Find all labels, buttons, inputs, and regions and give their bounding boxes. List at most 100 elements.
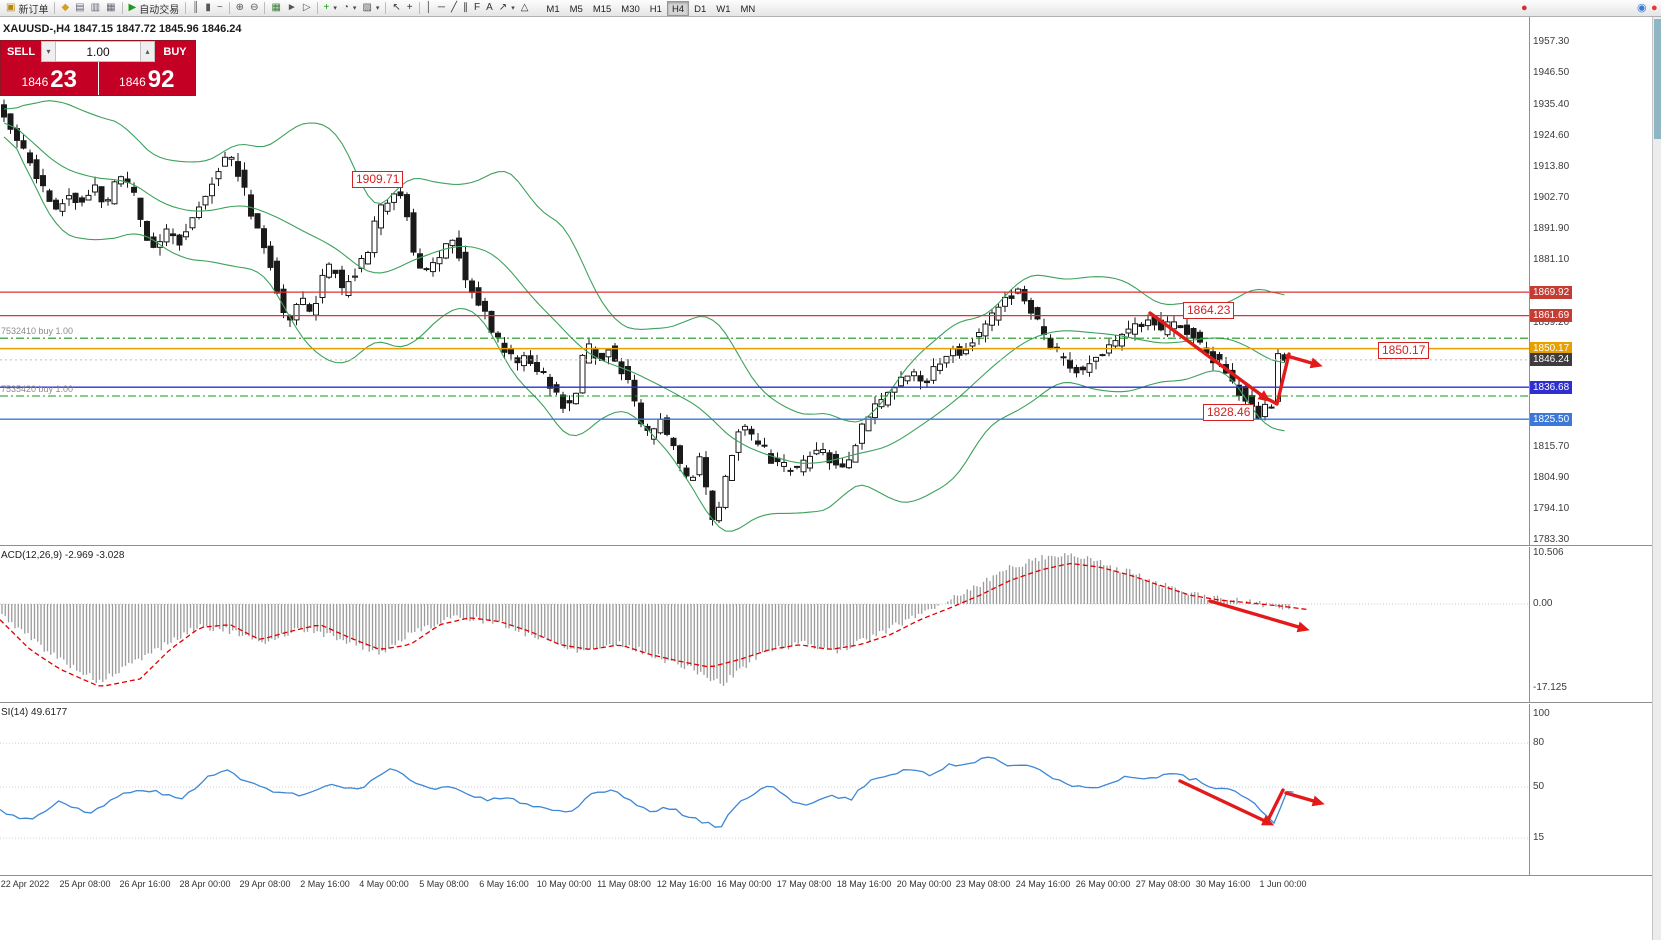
fibonacci-icon: F — [474, 2, 481, 13]
notification-icon[interactable]: ● — [1651, 2, 1658, 14]
time-axis-label: 22 Apr 2022 — [0, 879, 50, 889]
timeframe-mn-button[interactable]: MN — [740, 3, 756, 15]
price-alert-icon[interactable]: ● — [1521, 2, 1528, 14]
toolbar: ▣ 新订单 ◆ ▤ ▥ ▦ ▶ 自动交易 ║ ▮ ~ ⊕ ⊖ ▦ ► ▷ + ▾ ◔ ▾ ▨ ▾ ↖ + │ ─ ╱ ∥ F A ↗ ▾ △ M… — [0, 0, 1661, 17]
price-label-annotation[interactable]: 1850.17 — [1378, 342, 1430, 359]
tile-windows-button[interactable]: ▦ — [268, 1, 283, 16]
crosshair-icon: + — [406, 2, 413, 13]
candlestick-chart-canvas[interactable] — [0, 17, 1529, 546]
price-axis-label: 1794.10 — [1533, 503, 1570, 514]
templates-icon: ▨ — [362, 2, 372, 13]
timeframe-d1-button[interactable]: D1 — [694, 3, 707, 15]
market-watch-icon: ▤ — [75, 2, 85, 13]
timeframe-m1-button[interactable]: M1 — [546, 3, 560, 15]
time-axis-label: 12 May 16:00 — [656, 879, 712, 889]
zoom-out-icon: ⊖ — [250, 2, 259, 13]
auto-trading-button[interactable]: ▶ 自动交易 — [126, 1, 183, 16]
bar-chart-button[interactable]: ║ — [189, 1, 202, 16]
equidistant-channel-icon: ∥ — [463, 2, 469, 13]
zoom-out-button[interactable]: ⊖ — [247, 1, 261, 16]
price-axis-label: 1783.30 — [1533, 534, 1570, 545]
timeframe-w1-button[interactable]: W1 — [716, 3, 731, 15]
volume-input[interactable]: 1.00 — [56, 41, 140, 62]
toolbar-separator — [54, 2, 56, 14]
macd-axis-label: 0.00 — [1533, 598, 1553, 609]
trendline-button[interactable]: ╱ — [448, 1, 460, 16]
metaeditor-button[interactable]: ◆ — [58, 1, 72, 16]
toolbar-button-groups: ▣ 新订单 ◆ ▤ ▥ ▦ ▶ 自动交易 ║ ▮ ~ ⊕ ⊖ ▦ ► ▷ + ▾ ◔ ▾ ▨ ▾ ↖ + │ ─ ╱ ∥ F A ↗ ▾ △ — [3, 1, 531, 16]
price-axis-flag: 1836.68 — [1530, 381, 1573, 394]
horizontal-line-button[interactable]: ─ — [435, 1, 448, 16]
ask-price[interactable]: 1846 92 — [99, 62, 196, 95]
horizontal-line-icon: ─ — [437, 2, 445, 13]
community-icon[interactable]: ◉ — [1637, 2, 1647, 14]
ask-price-main: 1846 — [119, 74, 146, 89]
timeframe-m15-button[interactable]: M15 — [592, 3, 612, 15]
cursor-button[interactable]: ↖ — [389, 1, 403, 16]
rsi-indicator-panel[interactable]: SI(14) 49.6177 100 80 50 15 — [0, 704, 1652, 876]
ask-price-fraction: 92 — [147, 66, 175, 93]
text-label-button[interactable]: A — [483, 1, 496, 16]
timeframe-h1-button[interactable]: H1 — [649, 3, 662, 15]
zoom-in-icon: ⊕ — [235, 2, 245, 13]
volume-decrease-button[interactable]: ▾ — [41, 41, 56, 62]
auto-scroll-button[interactable]: ► — [284, 1, 300, 16]
bid-price[interactable]: 1846 23 — [1, 62, 98, 95]
macd-canvas — [0, 553, 1529, 687]
arrows-tool-button[interactable]: ↗ ▾ — [496, 1, 518, 16]
timeframe-m30-button[interactable]: M30 — [621, 3, 640, 15]
candlestick-chart-button[interactable]: ▮ — [202, 1, 214, 16]
price-axis-label: 1902.70 — [1533, 192, 1570, 203]
bid-price-main: 1846 — [21, 74, 49, 89]
tile-windows-icon: ▦ — [271, 2, 281, 13]
time-axis-label: 16 May 00:00 — [716, 879, 772, 889]
indicators-icon: + — [323, 2, 330, 13]
toolbar-separator — [316, 2, 318, 14]
macd-axis: 10.506 0.00 -17.125 — [1529, 547, 1652, 702]
timeframe-m5-button[interactable]: M5 — [569, 3, 583, 15]
price-axis-label: 1946.50 — [1533, 67, 1570, 78]
time-axis-label: 20 May 00:00 — [896, 879, 952, 889]
chart-shift-icon: ▷ — [302, 2, 311, 13]
data-window-button[interactable]: ▥ — [88, 1, 103, 16]
indicators-button[interactable]: + ▾ — [321, 1, 340, 16]
periods-button[interactable]: ◔ ▾ — [340, 1, 360, 16]
time-axis-label: 24 May 16:00 — [1015, 879, 1071, 889]
vertical-scrollbar[interactable] — [1652, 17, 1661, 940]
crosshair-button[interactable]: + — [404, 1, 416, 16]
toolbar-separator — [264, 2, 266, 14]
fibonacci-button[interactable]: F — [471, 1, 483, 16]
time-axis-label: 2 May 16:00 — [300, 879, 350, 889]
templates-button[interactable]: ▨ ▾ — [359, 1, 382, 16]
price-label-annotation[interactable]: 1864.23 — [1183, 302, 1235, 319]
candlestick-chart-icon: ▮ — [205, 2, 211, 13]
new-order-button[interactable]: ▣ 新订单 — [3, 1, 51, 16]
rsi-canvas — [0, 742, 1529, 839]
price-axis-label: 1957.30 — [1533, 36, 1570, 47]
vertical-line-button[interactable]: │ — [423, 1, 435, 16]
price-chart-panel[interactable]: XAUUSD-,H4 1847.15 1847.72 1845.96 1846.… — [0, 17, 1652, 546]
price-label-annotation[interactable]: 1828.46 — [1203, 404, 1255, 421]
vertical-line-icon: │ — [425, 2, 432, 13]
macd-indicator-panel[interactable]: ACD(12,26,9) -2.969 -3.028 10.506 0.00 -17… — [0, 547, 1652, 703]
equidistant-channel-button[interactable]: ∥ — [460, 1, 471, 16]
market-watch-button[interactable]: ▤ — [72, 1, 87, 16]
toolbar-separator — [418, 2, 420, 14]
shapes-tool-button[interactable]: △ — [518, 1, 532, 16]
caret-down-icon: ▾ — [352, 4, 357, 12]
zoom-in-button[interactable]: ⊕ — [233, 1, 247, 16]
time-axis-label: 17 May 08:00 — [776, 879, 832, 889]
time-axis-label: 6 May 16:00 — [479, 879, 529, 889]
chart-shift-button[interactable]: ▷ — [300, 1, 314, 16]
timeframe-h4-button[interactable]: H4 — [666, 0, 690, 16]
position-label: 7535420 buy 1.00 — [1, 384, 74, 394]
line-chart-button[interactable]: ~ — [214, 1, 226, 16]
scrollbar-thumb[interactable] — [1654, 19, 1661, 139]
price-label-annotation[interactable]: 1909.71 — [352, 171, 404, 188]
terminal-button[interactable]: ▦ — [103, 1, 118, 16]
sell-button[interactable]: SELL — [1, 41, 41, 62]
volume-increase-button[interactable]: ▴ — [140, 41, 155, 62]
buy-button[interactable]: BUY — [155, 41, 195, 62]
macd-axis-label: 10.506 — [1533, 547, 1564, 558]
time-axis-label: 30 May 16:00 — [1195, 879, 1251, 889]
